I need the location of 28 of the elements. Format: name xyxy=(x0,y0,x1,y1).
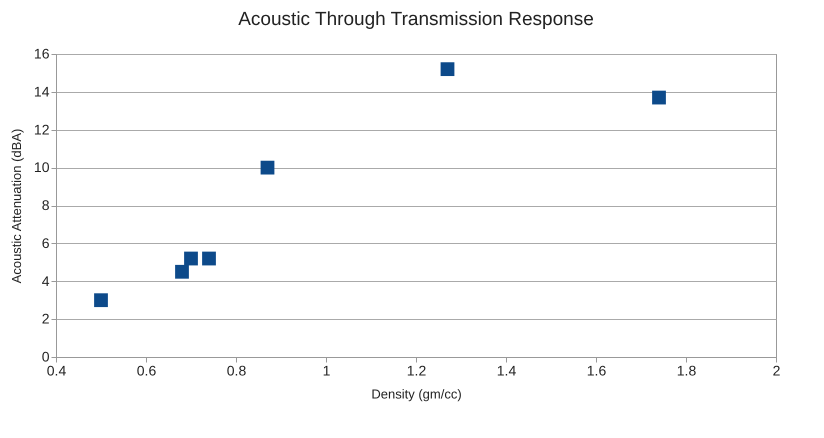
point xyxy=(94,293,108,308)
x-tick-label: 0.8 xyxy=(226,362,246,378)
point xyxy=(260,160,274,175)
y-tick-label: 12 xyxy=(34,121,50,138)
x-tick-label: 1.2 xyxy=(406,362,426,378)
point xyxy=(202,252,216,266)
y-tick-label: 0 xyxy=(42,348,50,364)
x-tick-label: 2 xyxy=(772,362,781,378)
x-axis-title: Density (gm/cc) xyxy=(371,386,462,402)
point xyxy=(652,90,666,104)
y-tick-label: 4 xyxy=(42,272,50,289)
x-tick-label: 1.6 xyxy=(586,362,606,378)
point xyxy=(175,264,189,279)
point xyxy=(184,252,198,266)
y-tick-label: 8 xyxy=(42,197,50,213)
point xyxy=(440,62,454,76)
y-tick-label: 10 xyxy=(34,159,50,176)
y-tick-label: 2 xyxy=(42,310,50,327)
y-tick-label: 14 xyxy=(34,83,50,100)
chart-title: Acoustic Through Transmission Response xyxy=(238,9,594,30)
y-axis-title: Acoustic Attenuation (dBA) xyxy=(8,128,24,284)
x-tick-label: 1.8 xyxy=(676,362,696,378)
y-tick-label: 16 xyxy=(34,46,50,62)
x-tick-label: 1 xyxy=(322,362,331,378)
x-tick-label: 1.4 xyxy=(496,362,516,378)
x-tick-label: 0.4 xyxy=(46,362,66,378)
x-tick-label: 0.6 xyxy=(136,362,156,378)
y-tick-label: 6 xyxy=(42,234,50,251)
